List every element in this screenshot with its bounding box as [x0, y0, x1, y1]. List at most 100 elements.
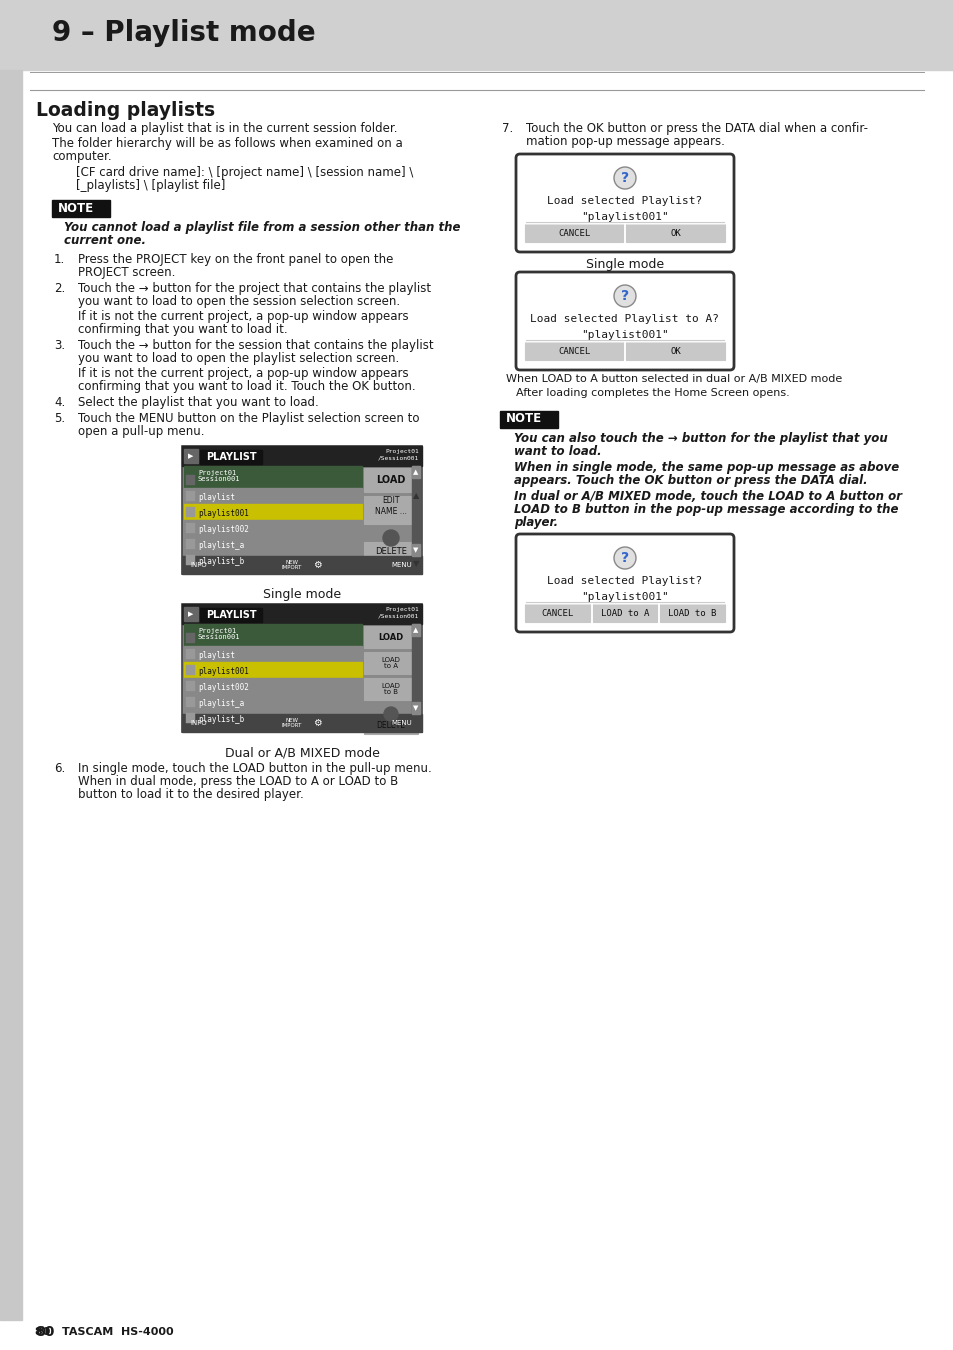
Text: "playlist001": "playlist001": [580, 593, 668, 602]
Text: INFO: INFO: [190, 720, 207, 726]
Bar: [184, 466, 361, 487]
Text: LOAD to B: LOAD to B: [668, 609, 716, 617]
Bar: [524, 603, 589, 622]
Text: current one.: current one.: [64, 234, 146, 247]
Text: /Session001: /Session001: [377, 614, 418, 620]
Text: When in dual mode, press the LOAD to A or LOAD to B: When in dual mode, press the LOAD to A o…: [78, 775, 397, 788]
Text: playlist_b: playlist_b: [198, 558, 244, 566]
Bar: [524, 224, 623, 242]
Text: LOAD to A: LOAD to A: [600, 609, 648, 617]
Text: Load selected Playlist to A?: Load selected Playlist to A?: [530, 315, 719, 324]
Bar: [184, 487, 361, 504]
FancyBboxPatch shape: [516, 271, 733, 370]
Text: NOTE: NOTE: [505, 413, 541, 425]
Circle shape: [384, 707, 397, 721]
Text: LOAD
to B: LOAD to B: [381, 683, 400, 695]
Bar: [184, 450, 198, 463]
Text: playlist_a: playlist_a: [198, 541, 244, 549]
Bar: [412, 624, 419, 636]
Text: playlist002: playlist002: [198, 683, 249, 693]
Text: 3.: 3.: [54, 339, 65, 352]
Bar: [184, 624, 361, 647]
Text: Project01: Project01: [385, 450, 418, 454]
Text: LOAD: LOAD: [375, 475, 405, 485]
Bar: [184, 608, 198, 621]
Bar: [412, 624, 419, 714]
Text: Press the PROJECT key on the front panel to open the: Press the PROJECT key on the front panel…: [78, 252, 393, 266]
Text: Project01: Project01: [198, 470, 236, 477]
FancyBboxPatch shape: [182, 603, 421, 732]
Text: appears. Touch the OK button or press the DATA dial.: appears. Touch the OK button or press th…: [514, 474, 866, 487]
Text: If it is not the current project, a pop-up window appears: If it is not the current project, a pop-…: [78, 367, 408, 379]
Circle shape: [614, 285, 636, 306]
Bar: [184, 678, 361, 694]
Text: The folder hierarchy will be as follows when examined on a: The folder hierarchy will be as follows …: [52, 136, 402, 150]
Text: 6.: 6.: [54, 761, 65, 775]
Text: ▼: ▼: [413, 705, 418, 711]
Bar: [182, 446, 421, 466]
Bar: [0, 70, 22, 1320]
Bar: [412, 702, 419, 714]
Text: you want to load to open the session selection screen.: you want to load to open the session sel…: [78, 296, 399, 308]
Text: Load selected Playlist?: Load selected Playlist?: [547, 576, 702, 586]
FancyBboxPatch shape: [516, 154, 733, 252]
Text: PROJECT screen.: PROJECT screen.: [78, 266, 175, 279]
Bar: [592, 603, 657, 622]
Text: You cannot load a playlist file from a session other than the: You cannot load a playlist file from a s…: [64, 221, 460, 234]
Text: You can load a playlist that is in the current session folder.: You can load a playlist that is in the c…: [52, 122, 397, 135]
Bar: [626, 224, 724, 242]
Text: In single mode, touch the LOAD button in the pull-up menu.: In single mode, touch the LOAD button in…: [78, 761, 432, 775]
Text: 9 – Playlist mode: 9 – Playlist mode: [52, 19, 315, 47]
Text: Touch the MENU button on the Playlist selection screen to: Touch the MENU button on the Playlist se…: [78, 412, 419, 425]
Bar: [186, 713, 194, 724]
Text: When LOAD to A button selected in dual or A/B MIXED mode: When LOAD to A button selected in dual o…: [505, 374, 841, 383]
Text: CANCEL: CANCEL: [540, 609, 573, 617]
Text: OK: OK: [670, 347, 680, 355]
Bar: [184, 647, 361, 662]
Text: 4.: 4.: [54, 396, 65, 409]
Text: playlist001: playlist001: [198, 667, 249, 676]
Text: want to load.: want to load.: [514, 446, 601, 458]
Text: [_playlists] \ [playlist file]: [_playlists] \ [playlist file]: [76, 180, 225, 192]
Text: 5.: 5.: [54, 412, 65, 425]
Text: MENU: MENU: [392, 562, 412, 568]
Text: Touch the OK button or press the DATA dial when a confir-: Touch the OK button or press the DATA di…: [525, 122, 867, 135]
Bar: [186, 666, 194, 675]
Bar: [184, 520, 361, 536]
Text: playlist: playlist: [198, 651, 234, 660]
Text: confirming that you want to load it. Touch the OK button.: confirming that you want to load it. Tou…: [78, 379, 416, 393]
Text: playlist_b: playlist_b: [198, 716, 244, 724]
Text: computer.: computer.: [52, 150, 112, 163]
Text: NEW
IMPORT: NEW IMPORT: [281, 560, 302, 571]
Text: PLAYLIST: PLAYLIST: [206, 452, 256, 462]
Bar: [364, 652, 417, 674]
Bar: [184, 662, 361, 678]
Text: EDIT
NAME ...: EDIT NAME ...: [375, 497, 407, 516]
Bar: [186, 680, 194, 691]
Text: ?: ?: [620, 551, 628, 566]
Text: ▶: ▶: [188, 454, 193, 459]
Bar: [499, 410, 558, 428]
Text: player.: player.: [514, 516, 558, 529]
Bar: [182, 714, 421, 732]
Text: Project01: Project01: [198, 628, 236, 634]
Text: 80: 80: [35, 1324, 54, 1339]
Bar: [659, 603, 724, 622]
Text: PLAYLIST: PLAYLIST: [206, 610, 256, 620]
Bar: [182, 556, 421, 574]
Bar: [52, 200, 110, 217]
Bar: [364, 541, 417, 562]
Text: "playlist001": "playlist001": [580, 212, 668, 221]
Text: ?: ?: [620, 171, 628, 185]
Text: Loading playlists: Loading playlists: [36, 101, 214, 120]
Text: ▼: ▼: [413, 559, 418, 568]
Text: ?: ?: [620, 289, 628, 302]
Bar: [184, 710, 361, 726]
Text: ▼: ▼: [413, 547, 418, 553]
Text: confirming that you want to load it.: confirming that you want to load it.: [78, 323, 287, 336]
Text: playlist002: playlist002: [198, 525, 249, 535]
Text: Dual or A/B MIXED mode: Dual or A/B MIXED mode: [224, 747, 379, 759]
Text: playlist001: playlist001: [198, 509, 249, 518]
Bar: [412, 544, 419, 556]
Bar: [524, 342, 623, 360]
